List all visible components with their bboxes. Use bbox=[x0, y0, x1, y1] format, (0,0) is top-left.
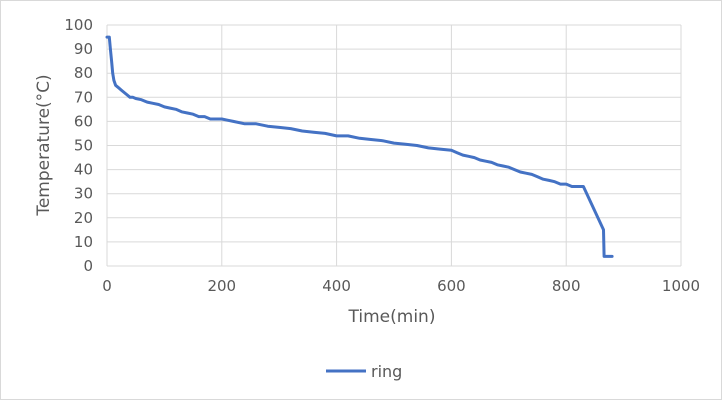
x-tick-label: 400 bbox=[322, 277, 351, 295]
x-axis-title: Time(min) bbox=[348, 307, 436, 327]
y-tick-labels: 0 10 20 30 40 50 60 70 80 90 100 bbox=[64, 16, 93, 275]
series-line-ring bbox=[105, 35, 614, 258]
y-tick-label: 60 bbox=[74, 112, 93, 130]
y-tick-label: 0 bbox=[83, 257, 93, 275]
y-axis-title: Temperature(°C) bbox=[34, 74, 54, 216]
y-tick-label: 20 bbox=[74, 209, 93, 227]
x-tick-label: 600 bbox=[437, 277, 466, 295]
x-tick-label: 200 bbox=[207, 277, 236, 295]
gridlines bbox=[106, 24, 682, 267]
x-tick-labels: 0 200 400 600 800 1000 bbox=[102, 277, 700, 295]
legend-label-ring: ring bbox=[371, 362, 402, 381]
y-tick-label: 90 bbox=[74, 40, 93, 58]
legend: ring bbox=[326, 362, 402, 381]
x-tick-label: 0 bbox=[102, 277, 112, 295]
y-tick-label: 10 bbox=[74, 233, 93, 251]
y-tick-label: 80 bbox=[74, 64, 93, 82]
y-tick-label: 30 bbox=[74, 185, 93, 203]
series-layer bbox=[105, 35, 614, 258]
y-tick-label: 50 bbox=[74, 137, 93, 155]
x-tick-label: 800 bbox=[552, 277, 581, 295]
y-tick-label: 70 bbox=[74, 88, 93, 106]
y-tick-label: 40 bbox=[74, 161, 93, 179]
x-tick-label: 1000 bbox=[662, 277, 700, 295]
y-tick-label: 100 bbox=[64, 16, 93, 34]
